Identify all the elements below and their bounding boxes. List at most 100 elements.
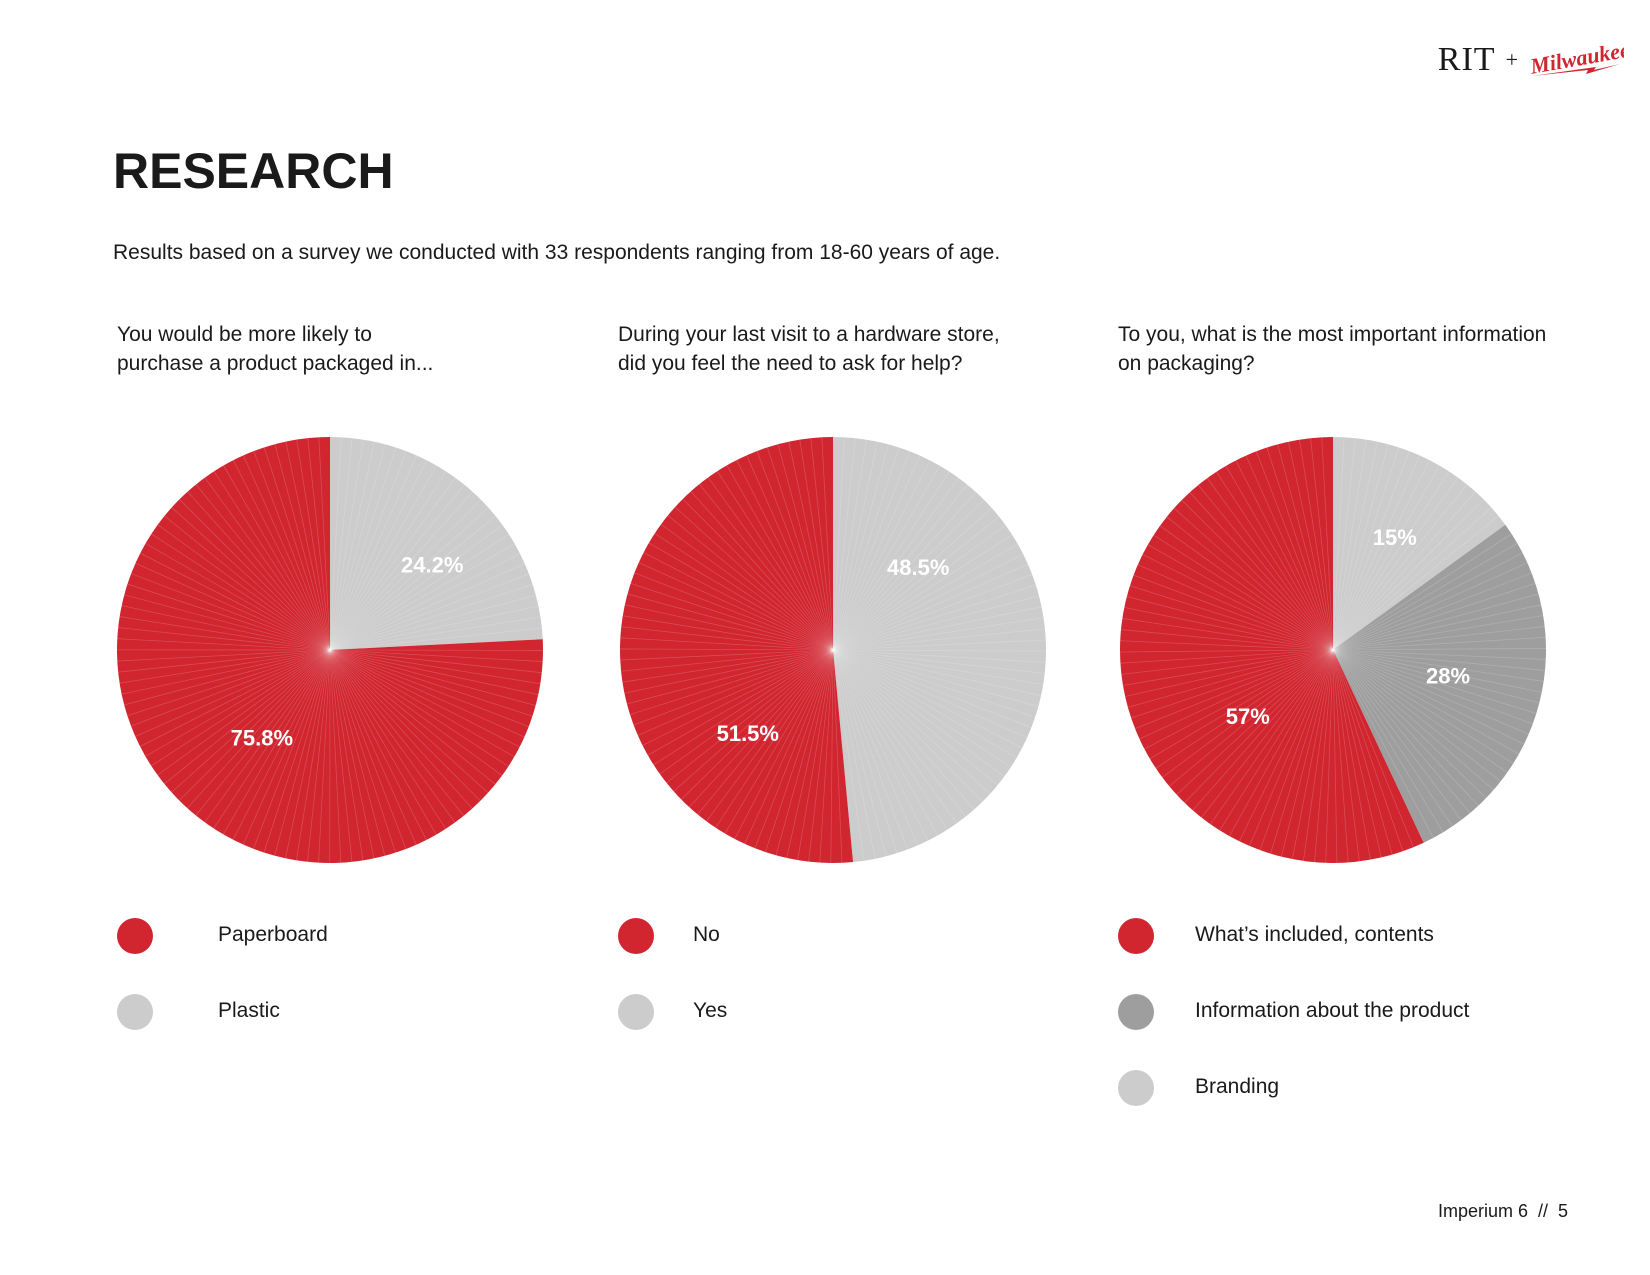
pie-texture-line: [329, 649, 525, 738]
pie-texture-line: [329, 573, 530, 651]
pie-texture-line: [135, 649, 331, 737]
pie-texture-line: [666, 649, 834, 784]
pie-texture-line: [1332, 649, 1434, 838]
pie-data-label: 15%: [1373, 525, 1417, 550]
pie-texture-line: [329, 649, 456, 823]
pie-texture-line: [1302, 649, 1334, 861]
legend-label: Paperboard: [218, 923, 328, 946]
pie-texture-line: [1332, 649, 1404, 852]
pie-texture-line: [1332, 649, 1371, 860]
pie-texture-line: [296, 439, 331, 651]
pie-texture-line: [121, 649, 331, 695]
chart-2-question-line-1: During your last visit to a hardware sto…: [618, 323, 1000, 346]
pie-texture-line: [140, 552, 331, 651]
pie-texture-line: [680, 649, 834, 800]
pie-texture-line: [178, 649, 331, 801]
legend-swatch: [618, 918, 654, 954]
pie-texture-line: [764, 649, 834, 853]
pie-texture-line: [832, 649, 983, 803]
pie-slice-information-about-the-product: [1333, 524, 1546, 843]
pie-texture-line: [659, 649, 834, 775]
pie-texture-line: [329, 649, 503, 776]
legend-swatch: [1118, 1070, 1154, 1106]
pie-texture-line: [832, 438, 856, 651]
pie-texture-line: [171, 507, 331, 651]
chart-3-question-line-2: on packaging?: [1118, 352, 1255, 375]
pie-texture-line: [654, 533, 834, 651]
pie-texture-line: [1149, 649, 1334, 760]
pie-texture-line: [1332, 648, 1546, 651]
pie-texture-line: [329, 437, 342, 651]
pie-texture-line: [329, 484, 465, 651]
pie-texture-line: [1120, 640, 1334, 651]
pie-texture-line: [329, 455, 418, 651]
pie-texture-line: [1332, 441, 1378, 651]
chart-3-pie: 15% 28% 57%: [1120, 437, 1546, 863]
pie-texture-line: [629, 649, 834, 715]
pie-texture-line: [832, 649, 1039, 707]
pie-texture-line: [1310, 438, 1334, 651]
pie-texture-line: [767, 447, 834, 651]
pie-texture-line: [1126, 596, 1334, 651]
pie-texture-line: [1124, 606, 1334, 651]
pie-texture-line: [274, 649, 331, 856]
pie-texture-line: [797, 649, 834, 861]
pie-slice-plastic: [330, 437, 543, 650]
pie-texture-line: [832, 606, 1042, 651]
pie-texture-line: [832, 574, 1033, 651]
pie-texture-line: [1280, 649, 1334, 857]
pie-texture-line: [1142, 554, 1334, 651]
pie-texture-line: [1129, 585, 1334, 651]
pie-texture-line: [633, 649, 834, 726]
pie-texture-line: [1219, 649, 1334, 831]
pie-slice-branding: [1333, 437, 1506, 650]
legend-swatch: [1118, 994, 1154, 1030]
legend-label: Yes: [693, 999, 728, 1022]
pie-texture-line: [1332, 507, 1492, 651]
pie-texture-line: [634, 572, 834, 651]
pie-texture-line: [810, 438, 834, 651]
pie-texture-line: [746, 455, 834, 651]
legend-label: No: [693, 923, 720, 946]
pie-texture-line: [832, 477, 959, 651]
pie-texture-line: [832, 649, 898, 854]
pie-texture-line: [232, 649, 331, 840]
pie-texture-line: [329, 460, 428, 651]
pie-texture-line: [1245, 455, 1334, 651]
pie-texture-line: [117, 649, 331, 662]
pie-texture-line: [1332, 649, 1414, 848]
pie-texture-line: [1210, 649, 1334, 825]
pie-data-label: 24.2%: [401, 553, 463, 578]
pie-texture-line: [1147, 544, 1334, 651]
pie-texture-line: [673, 649, 834, 792]
pie-texture-line: [819, 649, 834, 863]
pie-texture-line: [716, 470, 834, 651]
pie-texture-line: [1169, 649, 1334, 787]
pie-texture-line: [318, 649, 331, 863]
pie-texture-line: [832, 525, 1006, 651]
pie-texture-line: [253, 450, 331, 651]
pie-texture-line: [329, 444, 386, 651]
pie-texture-line: [1332, 439, 1367, 651]
pie-texture-line: [832, 649, 991, 795]
pie-texture-line: [121, 605, 331, 651]
pie-texture-line: [329, 649, 481, 802]
pie-texture-line: [715, 649, 834, 828]
pie-slice-no: [619, 437, 854, 863]
pie-data-label: 28%: [1426, 664, 1470, 689]
pie-texture-line: [195, 484, 331, 651]
pie-texture-line: [832, 649, 1046, 652]
pie-texture-line: [1122, 618, 1334, 651]
pie-texture-line: [329, 649, 465, 817]
pie-texture-line: [832, 563, 1029, 651]
pie-texture-line: [832, 543, 1019, 651]
pie-texture-line: [620, 637, 834, 651]
pie-texture-line: [832, 455, 921, 651]
pie-texture-line: [329, 451, 407, 651]
pie-texture-line: [832, 584, 1036, 651]
pie-texture-line: [329, 649, 473, 809]
pie-texture-line: [329, 594, 536, 651]
pie-texture-line: [1332, 438, 1356, 651]
pie-texture-line: [1332, 649, 1540, 704]
pie-texture-line: [1159, 525, 1334, 651]
